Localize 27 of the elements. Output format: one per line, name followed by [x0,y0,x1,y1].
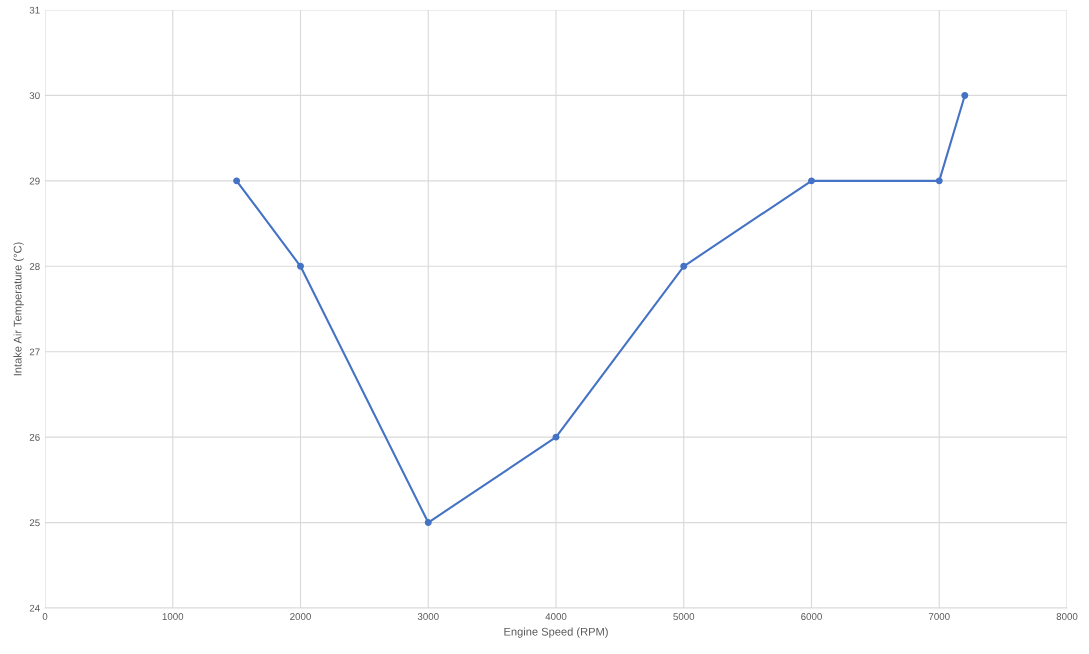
y-tick-label: 24 [29,604,40,612]
point [297,262,304,270]
x-axis-title: Engine Speed (RPM) [504,627,608,638]
x-tick-label: 1000 [162,613,184,620]
y-tick-label: 27 [29,348,40,356]
point [424,519,432,527]
y-tick-label: 31 [29,6,40,14]
y-axis-title: Intake Air Temperature (°C) [13,242,24,376]
x-tick-label: 6000 [801,613,822,620]
y-tick-label: 25 [29,519,40,527]
y-tick-label: 29 [29,177,40,185]
x-tick-label: 7000 [928,613,950,620]
x-tick-label: 5000 [673,613,695,620]
y-tick-label: 26 [29,433,40,441]
x-tick-label: 2000 [290,613,311,620]
x-tick-label: 0 [42,613,48,620]
y-tick-label: 30 [29,92,40,100]
point [935,177,943,185]
x-tick-label: 4000 [545,613,567,620]
point [552,433,560,441]
point [961,91,969,99]
x-tick-label: 8000 [1056,613,1078,620]
x-tick-label: 3000 [417,613,439,620]
y-tick-label: 28 [29,263,40,270]
point [808,177,815,185]
point [233,177,241,185]
point [680,262,688,270]
